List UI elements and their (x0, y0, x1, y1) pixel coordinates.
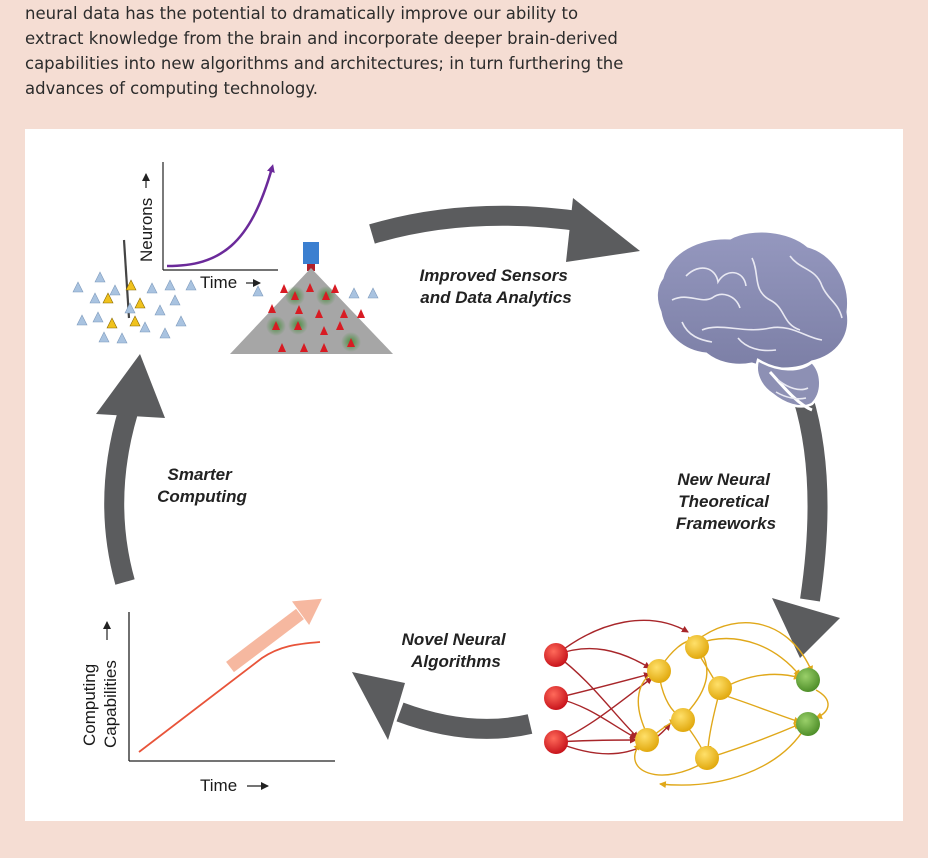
trend-arrow-shaft (226, 608, 304, 673)
caption-algorithms: Novel Neural Algorithms (402, 630, 511, 671)
cycle-arrow-top (369, 198, 640, 262)
cerebellum (755, 358, 822, 408)
trend-arrow-head (292, 598, 322, 625)
capabilities-axis-label-2: Capabilities (101, 660, 120, 748)
brain-folds (671, 255, 843, 400)
cycle-arrow-bottom (352, 672, 533, 740)
neuron-growth-curve (166, 164, 275, 268)
capabilities-time-label: Time (200, 776, 237, 795)
computing-capabilities-chart: Computing Capabilities Time (80, 598, 335, 795)
input-connection-group (555, 619, 689, 755)
intro-line: extract knowledge from the brain and inc… (25, 29, 618, 48)
caption-frameworks: New Neural Theoretical Frameworks (676, 470, 776, 533)
intro-paragraph: neural data has the potential to dramati… (25, 0, 665, 101)
capabilities-axis-label-1: Computing (80, 664, 99, 746)
neurons-axis-label: Neurons (137, 198, 156, 262)
capability-line (138, 641, 321, 753)
cycle-diagram-panel: Improved Sensors and Data Analytics New … (25, 129, 903, 821)
intro-line: neural data has the potential to dramati… (25, 4, 579, 23)
single-electrode-neurons (72, 239, 197, 344)
cycle-arrow-left (96, 354, 165, 585)
outer-neuron-group (252, 285, 379, 299)
recorded-neuron-group (268, 283, 365, 352)
brainstem (768, 370, 813, 412)
probe-tip (307, 264, 315, 271)
hidden-node-group (635, 635, 732, 770)
brain-illustration (654, 229, 851, 412)
recording-region (230, 268, 393, 354)
input-node-group (544, 643, 568, 754)
probe-head (303, 242, 319, 264)
intro-line: capabilities into new algorithms and arc… (25, 54, 624, 73)
cycle-arrow-right (772, 395, 840, 658)
neurons-time-chart: Neurons Time (137, 162, 278, 292)
cycle-diagram: Improved Sensors and Data Analytics New … (72, 162, 851, 795)
electrode-probe (122, 239, 131, 319)
blue-neuron-group (72, 271, 197, 344)
caption-computing: Smarter Computing (157, 465, 247, 506)
neural-network (544, 619, 829, 789)
probe-array (230, 242, 393, 354)
intro-line: advances of computing technology. (25, 79, 319, 98)
caption-sensors: Improved Sensors and Data Analytics (419, 266, 572, 307)
yellow-neuron-group (102, 279, 146, 329)
time-axis-label: Time (200, 273, 237, 292)
output-node-group (796, 668, 820, 736)
